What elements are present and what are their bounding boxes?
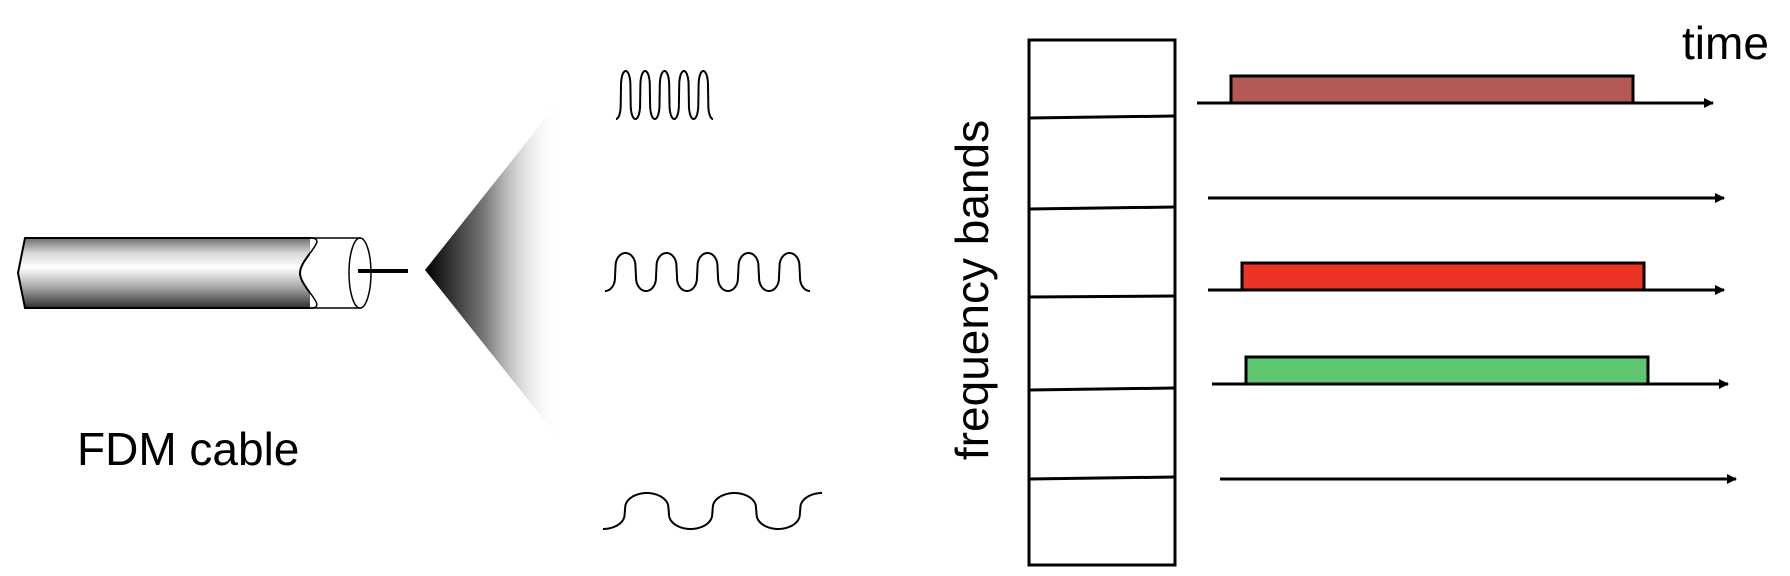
cable-label: FDM cable — [77, 423, 299, 475]
band-divider — [1028, 205, 1176, 211]
time-axis-label: time — [1682, 17, 1769, 69]
band-divider — [1028, 114, 1176, 120]
band-divider — [1028, 294, 1176, 299]
frequency-band-column — [1027, 38, 1177, 567]
low-frequency-wave — [603, 492, 822, 530]
fdm-cable — [16, 237, 408, 309]
cable-cut-wave — [299, 237, 318, 309]
waveforms — [603, 69, 822, 530]
band-divider — [1028, 386, 1176, 392]
band-3-signal-bar — [1240, 261, 1646, 292]
band-4-signal-bar — [1244, 355, 1650, 386]
high-frequency-wave — [615, 69, 714, 121]
frequency-axis-label: frequency bands — [946, 120, 998, 460]
signal-fan-out — [425, 100, 560, 440]
band-1-signal-bar — [1229, 74, 1635, 105]
cable-body — [16, 237, 318, 309]
time-lines — [1197, 74, 1737, 484]
band-divider — [1028, 475, 1176, 481]
medium-frequency-wave — [604, 251, 811, 293]
